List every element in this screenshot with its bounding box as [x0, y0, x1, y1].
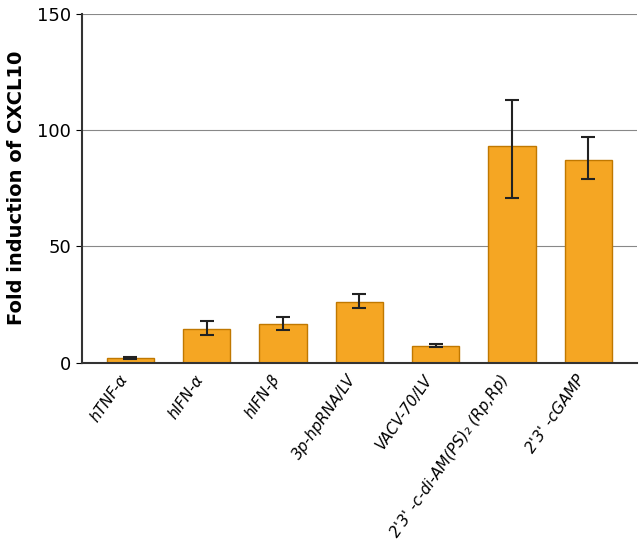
Bar — [107, 358, 154, 363]
Bar — [183, 329, 231, 363]
Bar — [488, 147, 536, 363]
Y-axis label: Fold induction of CXCL10: Fold induction of CXCL10 — [7, 51, 26, 325]
Bar — [565, 160, 612, 363]
Bar — [260, 324, 307, 363]
Bar — [412, 346, 459, 363]
Bar — [336, 302, 383, 363]
